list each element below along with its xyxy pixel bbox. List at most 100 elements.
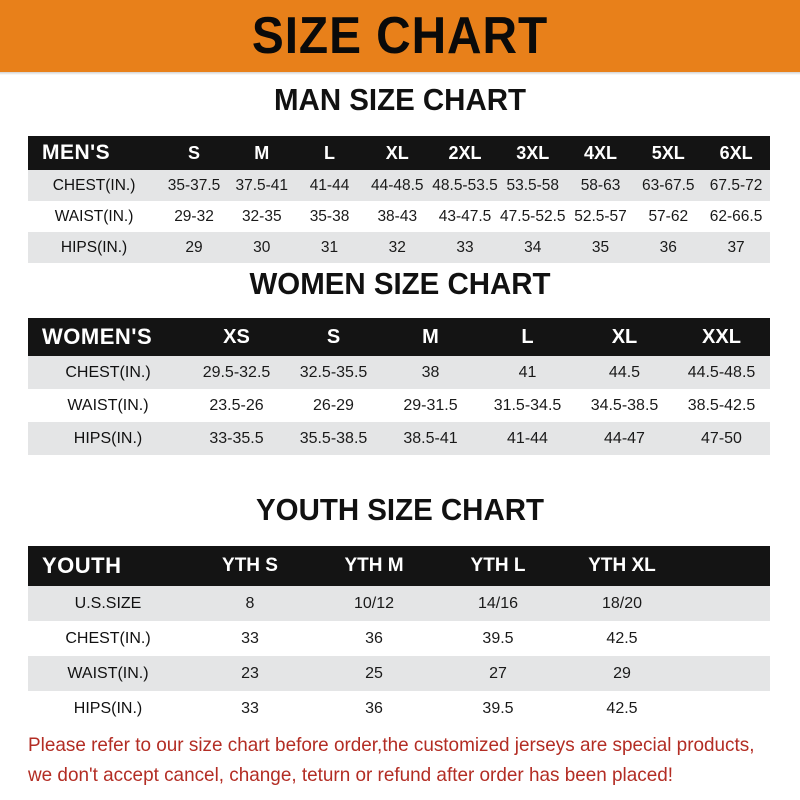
men-cell: 29 xyxy=(160,232,228,263)
men-header-row: MEN'S S M L XL 2XL 3XL 4XL 5XL 6XL xyxy=(28,136,770,170)
men-cell: 29-32 xyxy=(160,201,228,232)
men-cell: 48.5-53.5 xyxy=(431,170,499,201)
men-cell: 67.5-72 xyxy=(702,170,770,201)
youth-size-header-3: YTH XL xyxy=(560,546,684,586)
youth-table-row: HIPS(IN.) 33 36 39.5 42.5 xyxy=(28,691,770,726)
men-table-head: MEN'S S M L XL 2XL 3XL 4XL 5XL 6XL xyxy=(28,136,770,170)
youth-cell: 18/20 xyxy=(560,586,684,621)
men-cell: 35-38 xyxy=(295,201,364,232)
women-table-body: CHEST(IN.) 29.5-32.5 32.5-35.5 38 41 44.5 44.5… xyxy=(28,356,770,455)
women-cell: 44.5 xyxy=(576,356,673,389)
youth-size-header-0: YTH S xyxy=(188,546,312,586)
women-row-label: CHEST(IN.) xyxy=(28,356,188,389)
men-size-header-2: L xyxy=(295,136,364,170)
men-cell: 41-44 xyxy=(295,170,364,201)
women-cell: 41 xyxy=(479,356,576,389)
men-cell: 63-67.5 xyxy=(634,170,703,201)
youth-table-row: U.S.SIZE 8 10/12 14/16 18/20 xyxy=(28,586,770,621)
youth-cell: 27 xyxy=(436,656,560,691)
women-table-head: WOMEN'S XS S M L XL XXL xyxy=(28,318,770,356)
youth-table-row: WAIST(IN.) 23 25 27 29 xyxy=(28,656,770,691)
youth-table-corner-label: YOUTH xyxy=(28,546,188,586)
men-size-header-1: M xyxy=(227,136,296,170)
men-cell: 53.5-58 xyxy=(498,170,567,201)
youth-cell: 10/12 xyxy=(312,586,436,621)
men-cell: 32 xyxy=(363,232,432,263)
women-table-row: CHEST(IN.) 29.5-32.5 32.5-35.5 38 41 44.5 44.5… xyxy=(28,356,770,389)
men-size-header-5: 3XL xyxy=(498,136,567,170)
youth-table-body: U.S.SIZE 8 10/12 14/16 18/20 CHEST(IN.) 33 36 39… xyxy=(28,586,770,726)
men-cell: 36 xyxy=(634,232,703,263)
women-size-header-0: XS xyxy=(188,318,285,356)
banner-title: SIZE CHART xyxy=(251,7,549,65)
youth-row-label: CHEST(IN.) xyxy=(28,621,188,656)
youth-cell: 8 xyxy=(188,586,312,621)
women-cell: 34.5-38.5 xyxy=(576,389,673,422)
youth-cell: 39.5 xyxy=(436,691,560,726)
order-disclaimer: Please refer to our size chart before or… xyxy=(28,730,754,790)
men-cell: 44-48.5 xyxy=(363,170,432,201)
men-cell: 52.5-57 xyxy=(566,201,635,232)
youth-cell: 33 xyxy=(188,691,312,726)
youth-cell: 23 xyxy=(188,656,312,691)
men-table-row: CHEST(IN.) 35-37.5 37.5-41 41-44 44-48.5 48.5… xyxy=(28,170,770,201)
men-table-row: HIPS(IN.) 29 30 31 32 33 34 35 36 37 xyxy=(28,232,770,263)
men-size-header-0: S xyxy=(160,136,228,170)
men-table-corner-label: MEN'S xyxy=(28,136,161,170)
men-cell: 35 xyxy=(566,232,635,263)
size-chart-banner: SIZE CHART xyxy=(0,0,800,72)
disclaimer-line-2: we don't accept cancel, change, teturn o… xyxy=(28,764,674,786)
men-cell: 30 xyxy=(227,232,296,263)
men-cell: 32-35 xyxy=(227,201,296,232)
youth-row-label: WAIST(IN.) xyxy=(28,656,188,691)
women-cell: 38.5-41 xyxy=(382,422,479,455)
youth-size-table: YOUTH YTH S YTH M YTH L YTH XL U.S.SIZE 8 10/1… xyxy=(28,546,770,726)
youth-size-header-2: YTH L xyxy=(436,546,560,586)
women-table-corner-label: WOMEN'S xyxy=(28,318,188,356)
women-cell: 26-29 xyxy=(285,389,382,422)
men-row-label: WAIST(IN.) xyxy=(28,201,161,232)
youth-cell: 39.5 xyxy=(436,621,560,656)
banner-shadow-divider xyxy=(0,72,800,75)
men-row-label: HIPS(IN.) xyxy=(28,232,161,263)
women-cell: 33-35.5 xyxy=(188,422,285,455)
youth-cell: 25 xyxy=(312,656,436,691)
women-cell: 31.5-34.5 xyxy=(479,389,576,422)
men-cell: 33 xyxy=(431,232,499,263)
women-cell: 44.5-48.5 xyxy=(673,356,770,389)
youth-cell: 36 xyxy=(312,621,436,656)
youth-table-head: YOUTH YTH S YTH M YTH L YTH XL xyxy=(28,546,770,586)
youth-size-header-1: YTH M xyxy=(312,546,436,586)
women-cell: 29-31.5 xyxy=(382,389,479,422)
youth-cell: 36 xyxy=(312,691,436,726)
women-size-table: WOMEN'S XS S M L XL XXL CHEST(IN.) 29.5-32.5 32.… xyxy=(28,318,770,455)
men-size-header-3: XL xyxy=(363,136,432,170)
men-cell: 31 xyxy=(295,232,364,263)
men-cell: 38-43 xyxy=(363,201,432,232)
men-cell: 35-37.5 xyxy=(160,170,228,201)
youth-row-label: HIPS(IN.) xyxy=(28,691,188,726)
men-cell: 43-47.5 xyxy=(431,201,499,232)
women-cell: 41-44 xyxy=(479,422,576,455)
youth-section-title: YOUTH SIZE CHART xyxy=(256,492,544,527)
men-table-row: WAIST(IN.) 29-32 32-35 35-38 38-43 43-47.5 47.… xyxy=(28,201,770,232)
youth-cell-filler xyxy=(684,586,770,621)
men-row-label: CHEST(IN.) xyxy=(28,170,161,201)
women-cell: 23.5-26 xyxy=(188,389,285,422)
youth-header-filler xyxy=(684,546,770,586)
women-cell: 47-50 xyxy=(673,422,770,455)
youth-cell: 14/16 xyxy=(436,586,560,621)
men-cell: 37.5-41 xyxy=(227,170,296,201)
men-cell: 57-62 xyxy=(634,201,703,232)
youth-cell: 29 xyxy=(560,656,684,691)
youth-table-row: CHEST(IN.) 33 36 39.5 42.5 xyxy=(28,621,770,656)
women-size-header-4: XL xyxy=(576,318,673,356)
man-section-title: MAN SIZE CHART xyxy=(274,82,526,117)
men-size-table: MEN'S S M L XL 2XL 3XL 4XL 5XL 6XL CHEST(IN.) 35-3… xyxy=(28,136,770,263)
women-size-header-2: M xyxy=(382,318,479,356)
youth-cell-filler xyxy=(684,621,770,656)
women-section-title: WOMEN SIZE CHART xyxy=(249,266,551,301)
men-cell: 47.5-52.5 xyxy=(498,201,567,232)
men-cell: 34 xyxy=(498,232,567,263)
women-cell: 38 xyxy=(382,356,479,389)
